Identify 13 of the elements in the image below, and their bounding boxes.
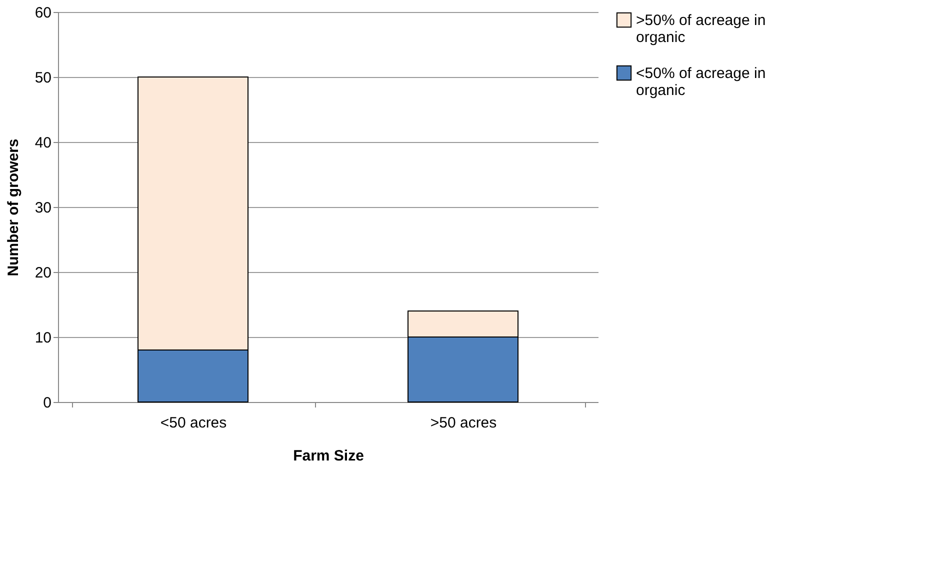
y-tick-label: 60 [34,4,52,22]
legend-label: <50% of acreage in organic [636,65,766,99]
y-tick-label: 20 [34,264,52,282]
y-tick-label: 40 [34,134,52,152]
y-tick-label: 50 [34,70,52,86]
legend-label: >50% of acreage in organic [636,12,766,46]
y-tick-label: 30 [34,200,52,216]
x-tick-label: <50 acres [160,414,227,432]
x-tick-label: >50 acres [430,414,497,432]
y-tick-label: 0 [43,394,52,412]
x-axis-title: Farm Size [293,448,364,464]
y-axis-title: Number of growers [4,138,22,276]
y-tick-label: 10 [34,330,52,346]
